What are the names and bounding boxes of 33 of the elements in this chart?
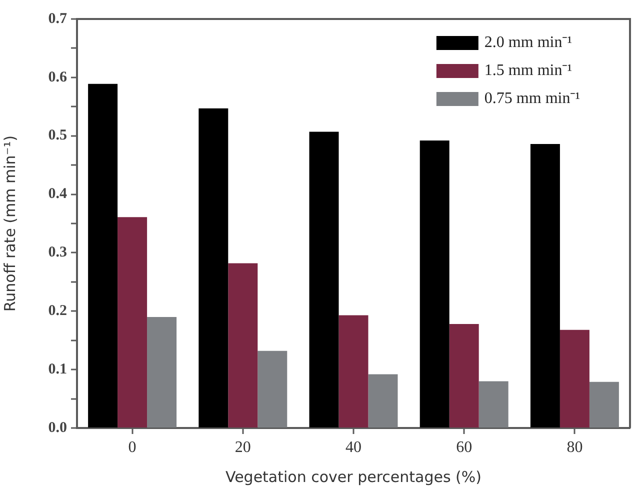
bar: [560, 330, 590, 428]
bar: [198, 108, 228, 428]
bar: [118, 217, 148, 428]
x-tick-label: 60: [456, 438, 472, 456]
bar: [368, 374, 398, 428]
x-tick-label: 80: [566, 438, 583, 456]
y-tick-label: 0.0: [48, 420, 67, 436]
bar: [228, 263, 258, 428]
y-tick-label: 0.3: [48, 244, 67, 261]
bar: [478, 381, 508, 428]
x-tick-label: 20: [234, 438, 251, 456]
bar: [420, 140, 450, 428]
x-tick-label: 40: [346, 438, 362, 456]
y-axis-title: Runoff rate (mm min⁻¹): [0, 135, 19, 312]
y-tick-label: 0.7: [48, 10, 68, 27]
bar: [309, 132, 339, 428]
bar: [147, 316, 177, 428]
x-axis-title: Vegetation cover percentages (%): [225, 468, 482, 486]
bar: [338, 315, 368, 428]
legend-label: 1.5 mm min⁻¹: [484, 62, 572, 80]
legend-label: 0.75 mm min⁻¹: [484, 90, 580, 108]
bar: [530, 144, 560, 428]
bar: [449, 324, 479, 428]
y-tick-label: 0.5: [48, 128, 67, 144]
bar: [88, 84, 118, 428]
y-tick-label: 0.6: [48, 69, 68, 86]
x-tick-label: 0: [128, 438, 136, 456]
y-tick-label: 0.2: [48, 303, 67, 320]
y-tick-label: 0.1: [48, 361, 67, 378]
legend-label: 2.0 mm min⁻¹: [484, 34, 572, 52]
bar: [258, 350, 288, 428]
y-tick-label: 0.4: [48, 186, 68, 202]
bar: [589, 382, 619, 428]
